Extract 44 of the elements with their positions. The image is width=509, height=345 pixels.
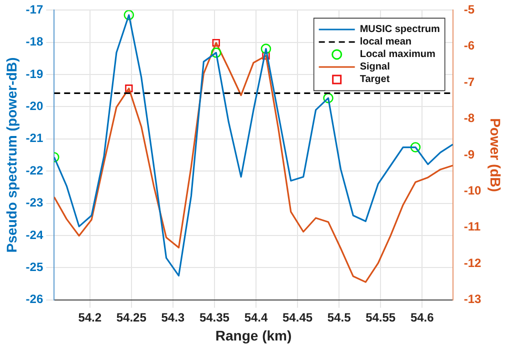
point: [124, 10, 134, 20]
x-tick-label: 54.2: [78, 310, 102, 324]
y2-axis-title: Power (dB): [488, 118, 504, 192]
x-tick-label: 54.35: [199, 310, 230, 324]
y-tick-label: -22: [26, 163, 44, 178]
y-axis-title: Pseudo spectrum (power-dB): [3, 57, 20, 253]
y2-tick-label: -8: [464, 111, 475, 126]
y2-tick-label: -11: [464, 220, 481, 234]
x-tick-label: 54.45: [282, 310, 313, 324]
point: [210, 48, 222, 58]
y2-tick-label: -12: [464, 256, 482, 270]
x-tick-label: 54.25: [116, 310, 147, 324]
y-tick-label: -21: [26, 131, 44, 146]
y2-tick-label: -5: [464, 2, 475, 17]
x-tick-label: 54.5: [327, 310, 352, 324]
legend-label: Local maximum: [360, 49, 436, 60]
y2-tick-label: -13: [464, 292, 482, 306]
y2-tick-label: -9: [464, 147, 475, 162]
legend-label: Target: [360, 74, 390, 86]
point: [125, 84, 133, 92]
x-tick-label: 54.4: [244, 310, 268, 324]
point: [260, 44, 272, 54]
x-axis-title: Range (km): [215, 327, 292, 344]
x-tick-label: 54.6: [410, 310, 434, 324]
point: [323, 92, 334, 104]
y-tick-label: -24: [26, 228, 44, 242]
y-tick-label: -25: [26, 260, 44, 274]
y-tick-label: -17: [26, 2, 44, 17]
y-tick-label: -26: [26, 292, 44, 306]
y-tick-label: -19: [26, 66, 44, 81]
x-tick-label: 54.55: [366, 310, 396, 324]
x-tick-label: 54.3: [161, 310, 185, 324]
legend-label: Signal: [360, 62, 390, 73]
y2-tick-label: -7: [464, 74, 475, 89]
legend-label: local mean: [360, 36, 412, 48]
y-tick-label: -18: [26, 34, 44, 49]
point: [410, 142, 421, 152]
point: [262, 52, 270, 60]
y-tick-label: -23: [26, 196, 44, 210]
legend-label: MUSIC spectrum: [360, 24, 440, 36]
y-tick-label: -20: [26, 99, 44, 114]
y2-tick-label: -6: [464, 38, 475, 53]
point: [212, 38, 220, 47]
y2-tick-label: -10: [464, 184, 482, 198]
